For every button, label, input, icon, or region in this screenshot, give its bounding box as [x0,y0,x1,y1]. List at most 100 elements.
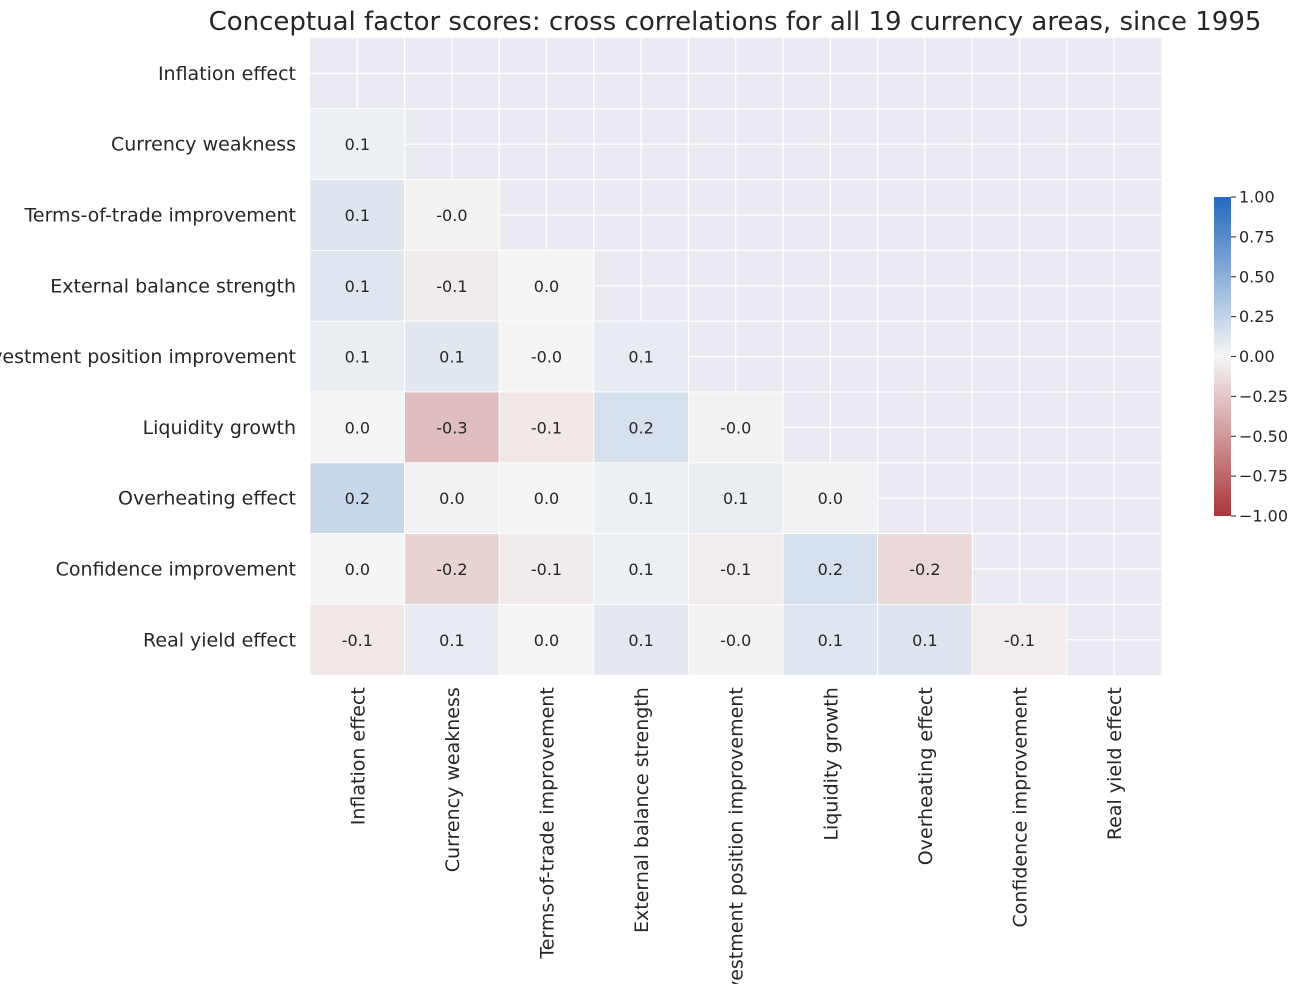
cell-label-r6-c1: 0.0 [439,489,464,508]
cell-label-r6-c5: 0.0 [818,489,843,508]
cell-label-r3-c1: -0.1 [436,277,467,296]
colorbar-tick-label-2: 0.50 [1239,267,1275,286]
cell-label-r4-c3: 0.1 [628,348,653,367]
cell-label-r7-c5: 0.2 [818,560,843,579]
cell-label-r5-c2: -0.1 [531,418,562,437]
plot-area: 0.1 0.1 -0.0 0.1 -0.1 0.0 0.1 0.1 -0.0 0.1 0.0 -0.3… [309,38,1162,676]
heatmap-cell-r5-c1 [404,391,500,464]
col-label-8: Real yield effect [1104,687,1126,840]
heatmap-cell-r3-c1 [404,249,500,322]
col-label-4: Investment position improvement [726,687,748,984]
colorbar-tick-label-4: 0.00 [1239,347,1275,366]
heatmap-cell-r8-c0 [309,604,405,676]
colorbar: 1.00 0.75 0.50 0.25 0.00 −0.25 −0.50 −0.75 −1.00 [1214,188,1288,526]
cell-label-r8-c5: 0.1 [818,631,843,650]
cell-label-r7-c2: -0.1 [531,560,562,579]
cell-label-r7-c0: 0.0 [345,560,370,579]
heatmap-cell-r8-c7 [971,604,1068,676]
row-label-7: Confidence improvement [56,559,296,581]
heatmap-cell-r2-c0 [309,179,405,251]
col-label-5: Liquidity growth [820,687,842,840]
heatmap-cell-r3-c0 [309,249,405,322]
cell-label-r5-c1: -0.3 [436,418,467,437]
heatmap-cell-r8-c5 [782,604,878,676]
cell-label-r6-c4: 0.1 [723,489,748,508]
colorbar-gradient [1214,197,1231,516]
cell-label-r8-c1: 0.1 [439,631,464,650]
cell-label-r5-c4: -0.0 [720,418,751,437]
cell-label-r8-c2: 0.0 [534,631,559,650]
heatmap-cell-r6-c0 [309,462,405,534]
heatmap-cell-r5-c4 [688,391,784,464]
cell-label-r7-c6: -0.2 [909,560,940,579]
cell-label-r3-c2: 0.0 [534,277,559,296]
heatmap-cell-r1-c0 [309,108,405,181]
col-label-2: Terms-of-trade improvement [537,687,559,959]
heatmap-cell-r4-c0 [309,320,405,393]
colorbar-tick-label-5: −0.25 [1239,387,1288,406]
col-label-1: Currency weakness [442,687,464,872]
row-label-0: Inflation effect [158,63,296,85]
row-label-8: Real yield effect [143,629,296,651]
cell-label-r8-c7: -0.1 [1004,631,1035,650]
row-label-6: Overheating effect [118,488,296,510]
cell-label-r4-c1: 0.1 [439,348,464,367]
colorbar-tick-label-6: −0.50 [1239,427,1288,446]
col-label-3: External balance strength [631,687,653,933]
col-label-7: Confidence improvement [1010,687,1032,927]
cell-label-r2-c1: -0.0 [436,206,467,225]
row-label-4: Investment position improvement [0,346,296,368]
colorbar-tick-label-7: −0.75 [1239,467,1288,486]
heatmap-cell-r7-c1 [404,533,500,605]
heatmap-cell-r6-c4 [688,462,784,534]
heatmap-cell-r6-c5 [782,462,878,534]
row-label-5: Liquidity growth [143,417,296,439]
col-labels: Inflation effect Currency weakness Terms-o… [347,687,1126,988]
col-label-0: Inflation effect [347,687,369,825]
heatmap-cell-r8-c3 [593,604,689,676]
heatmap-cell-r4-c2 [498,320,595,393]
heatmap-cells: 0.1 0.1 -0.0 0.1 -0.1 0.0 0.1 0.1 -0.0 0.1 0.0 -0.3… [309,108,1068,676]
cell-label-r4-c2: -0.0 [531,348,562,367]
heatmap-cell-r8-c1 [404,604,500,676]
cell-label-r6-c0: 0.2 [345,489,370,508]
heatmap-cell-r4-c1 [404,320,500,393]
cell-label-r2-c0: 0.1 [345,206,370,225]
cell-label-r8-c0: -0.1 [342,631,373,650]
row-label-2: Terms-of-trade improvement [24,205,296,227]
cell-label-r6-c2: 0.0 [534,489,559,508]
cell-label-r6-c3: 0.1 [628,489,653,508]
cell-label-r7-c1: -0.2 [436,560,467,579]
cell-label-r5-c3: 0.2 [628,418,653,437]
colorbar-tick-label-8: −1.00 [1239,507,1288,526]
row-label-1: Currency weakness [111,134,296,156]
colorbar-tick-label-1: 0.75 [1239,227,1275,246]
cell-label-r7-c3: 0.1 [628,560,653,579]
heatmap-cell-r4-c3 [593,320,689,393]
cell-label-r5-c0: 0.0 [345,418,370,437]
heatmap-cell-r5-c2 [498,391,595,464]
heatmap-cell-r7-c3 [593,533,689,605]
heatmap-cell-r6-c2 [498,462,595,534]
heatmap-cell-r2-c1 [404,179,500,251]
row-labels: Inflation effect Currency weakness Terms-o… [0,63,296,651]
cell-label-r8-c4: -0.0 [720,631,751,650]
heatmap-cell-r7-c0 [309,533,405,605]
cell-label-r8-c3: 0.1 [628,631,653,650]
colorbar-tick-label-3: 0.25 [1239,307,1275,326]
heatmap-cell-r7-c6 [877,533,973,605]
heatmap-cell-r6-c1 [404,462,500,534]
cell-label-r4-c0: 0.1 [345,348,370,367]
heatmap-cell-r8-c6 [877,604,973,676]
heatmap-cell-r7-c5 [782,533,878,605]
heatmap-cell-r7-c4 [688,533,784,605]
cell-label-r7-c4: -0.1 [720,560,751,579]
heatmap-cell-r7-c2 [498,533,595,605]
cell-label-r8-c6: 0.1 [912,631,937,650]
heatmap-cell-r8-c4 [688,604,784,676]
heatmap-cell-r3-c2 [498,249,595,322]
row-label-3: External balance strength [50,275,296,297]
colorbar-tick-label-0: 1.00 [1239,188,1275,207]
